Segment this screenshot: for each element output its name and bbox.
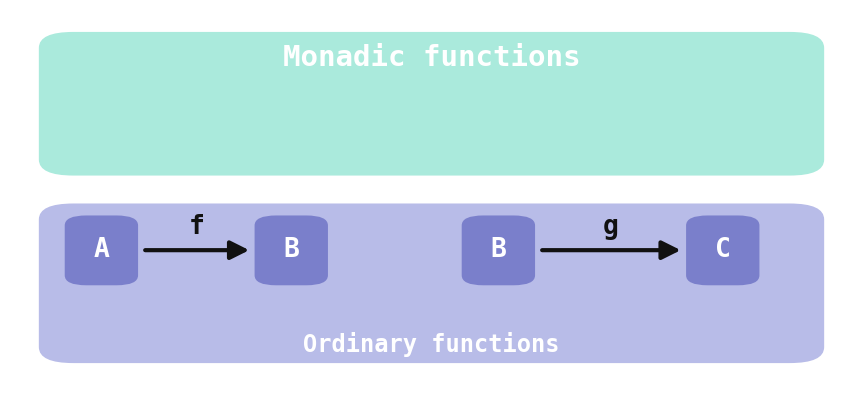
- Text: B: B: [283, 237, 299, 263]
- FancyBboxPatch shape: [686, 215, 759, 285]
- FancyBboxPatch shape: [462, 215, 535, 285]
- Text: C: C: [715, 237, 731, 263]
- FancyBboxPatch shape: [39, 203, 824, 363]
- Text: A: A: [93, 237, 110, 263]
- FancyBboxPatch shape: [65, 215, 138, 285]
- Text: Ordinary functions: Ordinary functions: [303, 332, 560, 357]
- FancyBboxPatch shape: [255, 215, 328, 285]
- FancyBboxPatch shape: [39, 32, 824, 176]
- Text: g: g: [603, 214, 619, 241]
- Text: Monadic functions: Monadic functions: [283, 44, 580, 72]
- Text: f: f: [189, 214, 205, 241]
- Text: B: B: [490, 237, 507, 263]
